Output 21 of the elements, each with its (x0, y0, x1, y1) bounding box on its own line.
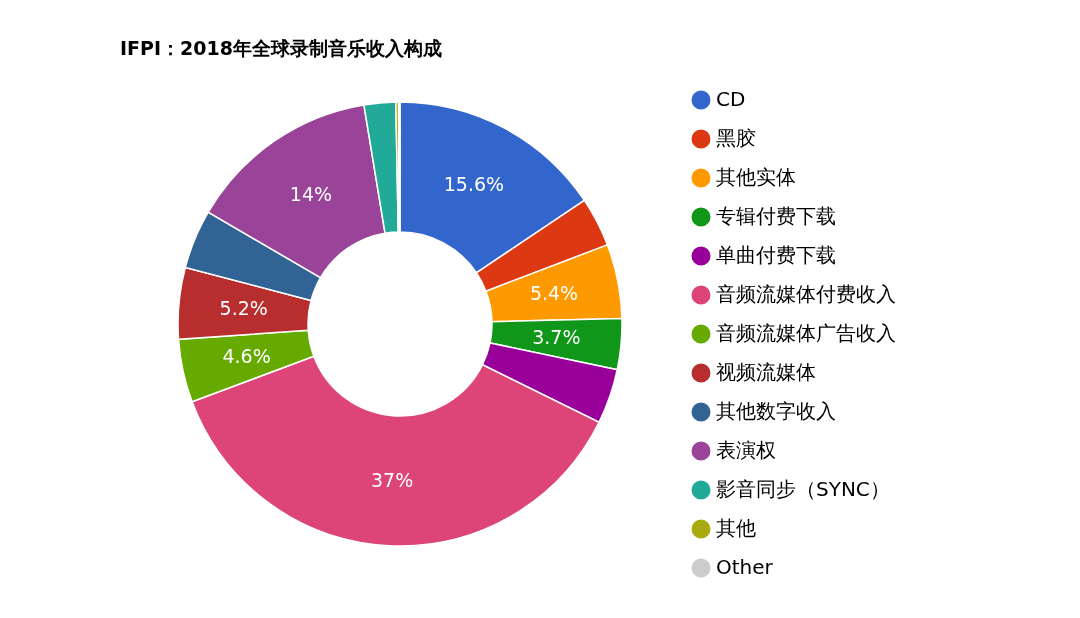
legend-label: 音频流媒体广告收入 (716, 321, 896, 345)
data-label: 37% (370, 468, 414, 491)
data-label: 5.4% (529, 281, 579, 304)
legend-label: 单曲付费下载 (716, 243, 836, 267)
legend-label: 黑胶 (716, 126, 756, 150)
legend-label: CD (716, 87, 746, 111)
legend-label: 视频流媒体 (716, 360, 816, 384)
legend-label: 其他数字收入 (716, 399, 836, 423)
legend-label: 专辑付费下载 (716, 204, 836, 228)
data-label: 4.6% (222, 345, 271, 368)
legend-label: 音频流媒体付费收入 (716, 282, 896, 306)
data-label: 14% (289, 182, 333, 205)
chart-title: IFPI：2018年全球录制音乐收入构成 (120, 37, 442, 59)
legend-label: 其他实体 (716, 165, 796, 189)
legend-label: Other (716, 555, 774, 579)
legend-label: 表演权 (716, 438, 776, 462)
data-label: 15.6% (443, 173, 505, 196)
data-label: 3.7% (532, 326, 581, 349)
data-label: 5.2% (219, 297, 268, 320)
legend-label: 其他 (716, 516, 756, 540)
legend-label: 影音同步（SYNC） (716, 477, 890, 501)
